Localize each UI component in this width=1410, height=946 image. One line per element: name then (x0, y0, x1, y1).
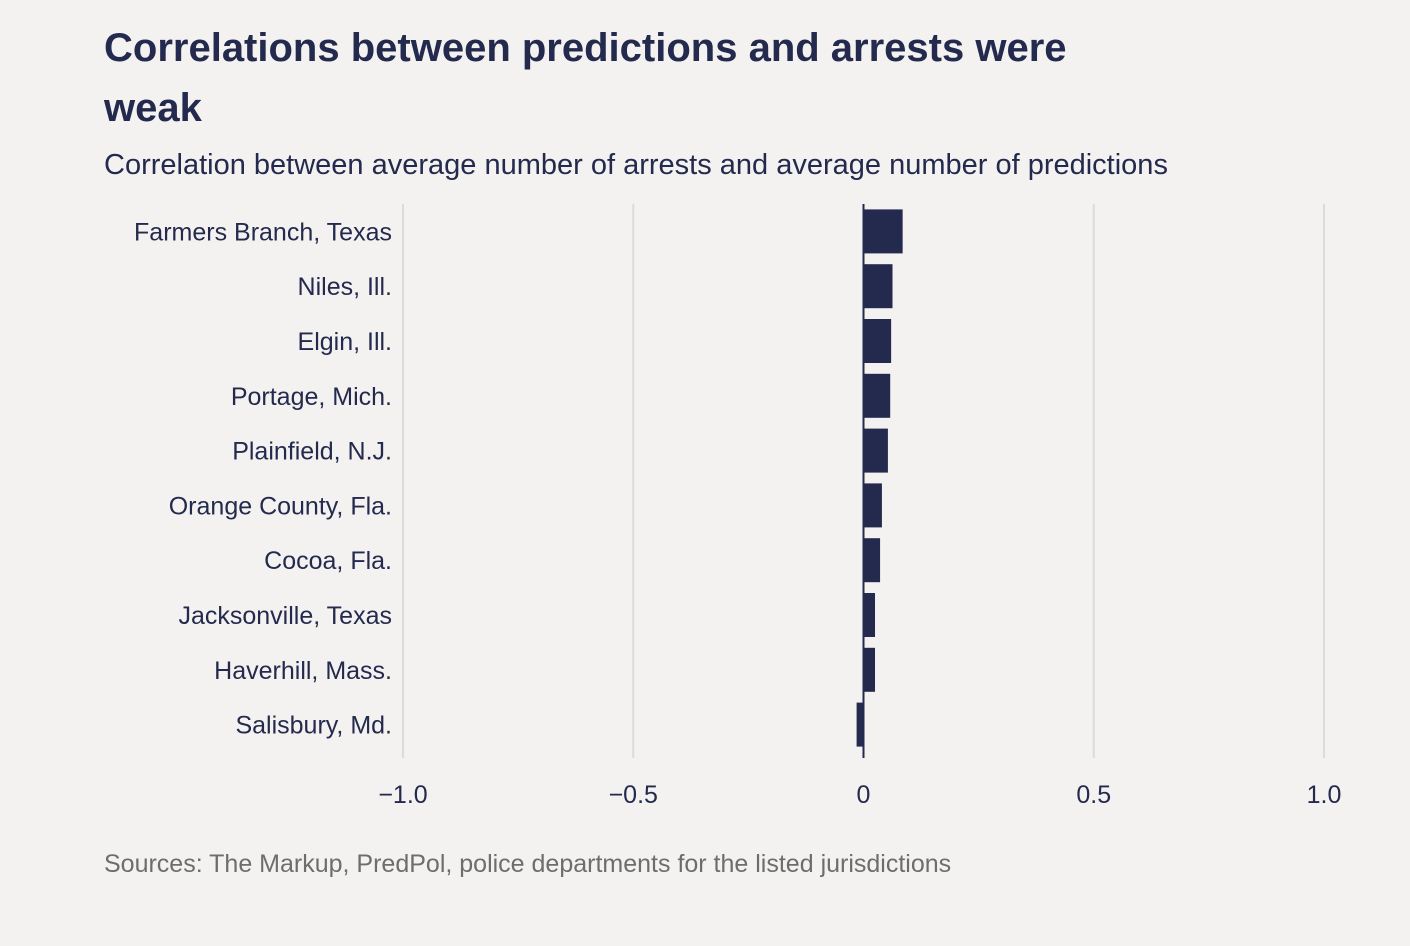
category-label: Cocoa, Fla. (264, 547, 392, 575)
bar (863, 428, 888, 473)
bars (856, 209, 903, 747)
source-note: Sources: The Markup, PredPol, police dep… (104, 850, 952, 878)
bar (863, 264, 893, 309)
category-label: Elgin, Ill. (298, 328, 392, 356)
bar (856, 702, 864, 747)
category-label: Farmers Branch, Texas (134, 218, 392, 246)
category-label: Portage, Mich. (231, 383, 392, 411)
x-tick-label: 1.0 (1307, 781, 1342, 809)
gridlines (402, 204, 1325, 758)
category-label: Salisbury, Md. (235, 712, 392, 740)
category-label: Jacksonville, Texas (178, 602, 392, 630)
x-tick-label: 0 (857, 781, 871, 809)
bar (863, 647, 876, 692)
x-axis-ticks: −1.0 −0.5 0 0.5 1.0 (378, 781, 1341, 809)
bar (863, 483, 882, 528)
category-label: Niles, Ill. (298, 273, 392, 301)
x-tick-label: 0.5 (1076, 781, 1111, 809)
category-label: Haverhill, Mass. (214, 657, 392, 685)
bar (863, 209, 903, 254)
x-tick-label: −1.0 (378, 781, 427, 809)
chart-subtitle: Correlation between average number of ar… (104, 149, 1168, 181)
category-label: Orange County, Fla. (169, 492, 392, 520)
category-labels: Farmers Branch, Texas Niles, Ill. Elgin, I… (134, 218, 392, 739)
chart-title: Correlations between predictions and arr… (104, 26, 1067, 130)
bar (863, 373, 891, 418)
bar (863, 538, 881, 583)
bar (863, 593, 876, 637)
category-label: Plainfield, N.J. (232, 438, 392, 466)
x-tick-label: −0.5 (609, 781, 658, 809)
bar (863, 319, 892, 363)
